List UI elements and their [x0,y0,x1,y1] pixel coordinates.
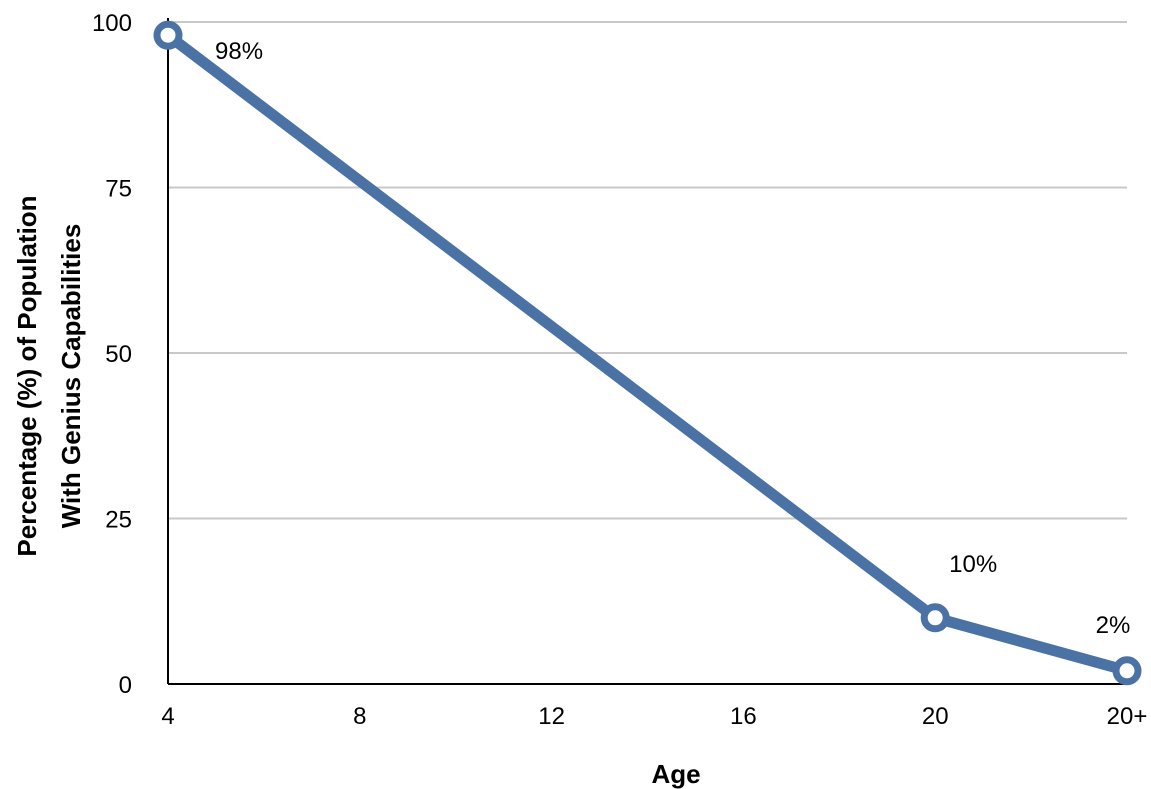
data-label: 10% [949,551,997,578]
data-point-marker [1112,656,1142,686]
data-point-marker [153,20,183,50]
x-axis-ticks: 4 8 12 16 20 20+ [161,703,1147,730]
data-label: 98% [215,38,263,65]
x-tick-label: 8 [353,703,366,730]
x-axis-title: Age [651,759,700,789]
y-axis-title: Percentage (%) of Population With Genius… [12,195,86,556]
y-tick-label: 100 [92,10,132,37]
x-tick-label: 20+ [1107,703,1148,730]
grid-lines [168,21,1127,520]
data-point-marker [920,603,950,633]
y-tick-label: 25 [105,507,132,534]
y-tick-label: 0 [119,672,132,699]
x-tick-label: 12 [538,703,565,730]
data-points [153,20,1142,686]
y-axis-title-line-2: With Genius Capabilities [56,224,86,529]
y-axis-title-line-1: Percentage (%) of Population [12,195,42,556]
data-labels: 98% 10% 2% [215,38,1130,639]
y-axis-ticks: 0 25 50 75 100 [92,10,132,699]
data-label: 2% [1096,612,1131,639]
x-tick-label: 4 [161,703,174,730]
x-tick-label: 16 [730,703,757,730]
y-tick-label: 50 [105,341,132,368]
y-tick-label: 75 [105,176,132,203]
x-tick-label: 20 [922,703,949,730]
